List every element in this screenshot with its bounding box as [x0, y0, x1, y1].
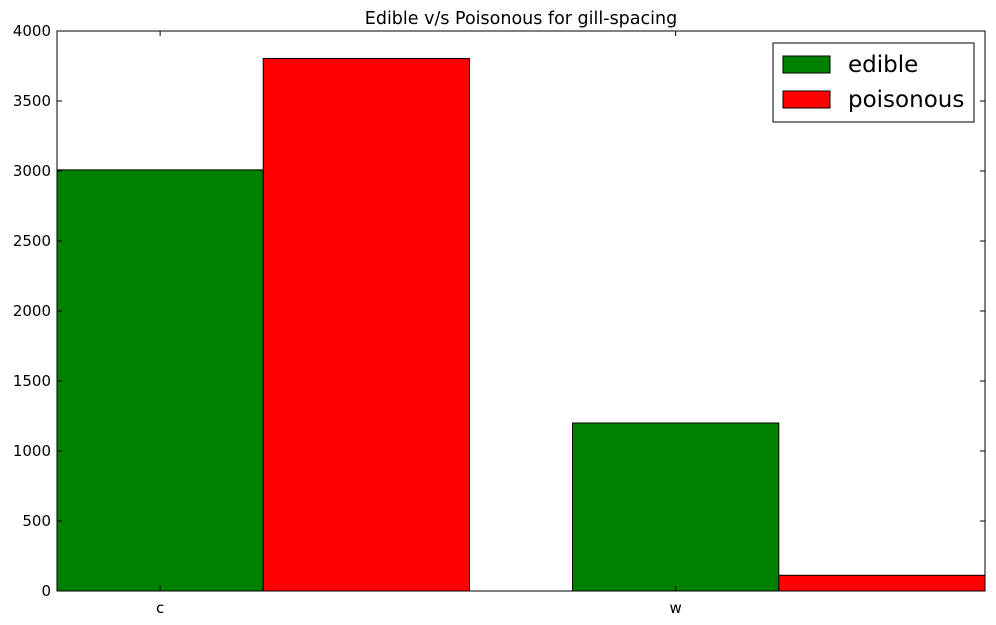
x-tick-label-c: c — [156, 599, 164, 617]
legend: edible poisonous — [772, 42, 975, 123]
y-tick-label: 0 — [41, 582, 51, 600]
y-tick-label: 4000 — [13, 22, 51, 40]
plot-frame — [56, 30, 986, 592]
y-tick-label: 3000 — [13, 162, 51, 180]
legend-label-edible: edible — [848, 52, 918, 78]
y-tick-label: 2000 — [13, 302, 51, 320]
bar-edible-c — [56, 169, 264, 592]
legend-swatch-edible — [782, 55, 831, 74]
x-tick-label-w: w — [670, 599, 682, 617]
chart-title: Edible v/s Poisonous for gill-spacing — [365, 9, 677, 29]
y-tick-label: 500 — [22, 512, 51, 530]
y-tick-label: 3500 — [13, 92, 51, 110]
bar-edible-w — [572, 422, 780, 592]
legend-swatch-poisonous — [782, 90, 831, 109]
y-tick-label: 1500 — [13, 372, 51, 390]
y-tick-label: 1000 — [13, 442, 51, 460]
bars-layer — [56, 57, 986, 592]
bar-poisonous-w — [778, 574, 986, 592]
y-tick-label: 2500 — [13, 232, 51, 250]
ticks-layer: 0 500 1000 1500 2000 2500 3000 3500 4000 c w — [13, 22, 985, 617]
bar-poisonous-c — [262, 57, 470, 592]
legend-label-poisonous: poisonous — [848, 87, 964, 113]
